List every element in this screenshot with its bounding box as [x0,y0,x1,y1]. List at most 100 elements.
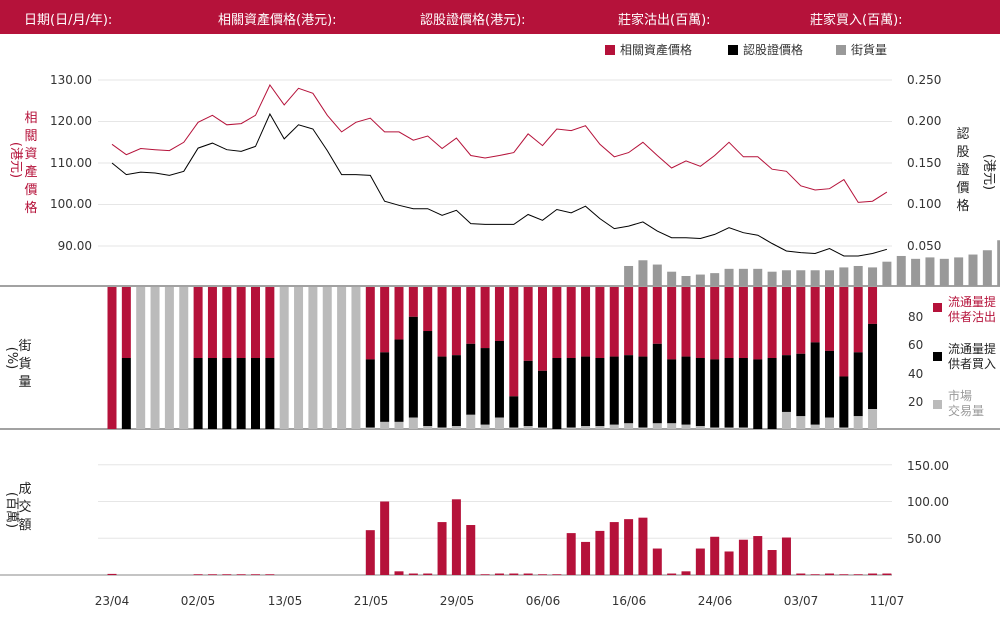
outstanding-bars [624,240,1000,286]
market-volume-bar [337,287,347,429]
lp-sell-bar [480,287,490,349]
lp-buy-bar [121,358,131,429]
right-tick-0100: 0.100 [907,197,941,211]
lp-sell-bar [581,287,591,357]
outstanding-bar [925,257,935,286]
left-mid-axis-title: 街 貨 量 (%) [4,339,32,390]
left-mid-unit: (%) [4,347,19,370]
turnover-bar [193,574,203,575]
lp-sell-bar [781,287,791,356]
market-volume-bar [868,409,878,429]
lp-buy-bar [667,359,677,424]
market-volume-bar [810,424,820,429]
left-bottom-axis-title: 成 交 額 (百萬) [4,482,32,533]
lp-sell-bar [652,287,662,344]
lp-sell-bar [753,287,763,360]
turnover-bar [738,539,748,575]
outstanding-bar [738,268,748,286]
turnover-bar [552,574,562,575]
lp-sell-bar [437,287,447,357]
bot-tick-100: 100.00 [907,495,949,509]
grid-bottom [98,464,892,539]
lp-buy-bar [480,348,490,425]
lp-sell-bar [538,287,547,371]
turnover-bar [882,573,892,575]
lp-buy-bar [638,356,648,428]
x-tick-1305: 13/05 [268,594,303,608]
market-volume-bar [408,417,418,429]
turnover-bar [408,573,418,575]
turnover-bar [781,537,791,575]
turnover-bar [609,522,619,575]
lp-buy-bar [868,323,878,410]
outstanding-bar [638,260,648,286]
turnover-bar [796,573,806,575]
turnover-bar [695,548,705,575]
left-top-unit: (港元) [8,142,23,178]
legend-warrant-swatch [728,45,738,55]
left-tick-130: 130.00 [50,73,92,87]
outstanding-bar [796,270,806,286]
lp-sell-bar [523,287,533,361]
right-ticks-top: 0.250 0.200 0.150 0.100 0.050 [907,73,941,253]
lp-buy-bar [538,370,547,428]
lp-buy-bar [394,339,404,422]
market-volume-bar [451,426,461,429]
legend-market-line1: 市場 [948,388,972,403]
header-warrant-price-label: 認股證價格(港元): [420,13,526,28]
turnover-bar [810,574,820,575]
lp-sell-bar [423,287,433,332]
turnover-bar [107,573,117,575]
lp-sell-bar [251,287,260,358]
market-volume-bar [279,287,289,429]
header-date-label: 日期(日/月/年): [24,13,113,28]
outstanding-bar [839,267,849,286]
turnover-bar [681,571,691,575]
outstanding-bar [767,271,777,286]
left-mid-title-char: 街 [18,339,31,354]
market-volume-bar [581,426,591,429]
x-tick-2905: 29/05 [440,594,475,608]
market-volume-bar [825,417,834,429]
outstanding-bar [997,240,1000,286]
right-top-title-char: 股 [956,145,969,160]
market-volume-bar [624,423,634,429]
lp-sell-bar [695,287,705,358]
lp-buy-bar [652,343,662,424]
outstanding-bar [810,270,820,286]
legend-warrant-label: 認股證價格 [743,42,803,57]
turnover-bar [753,536,763,575]
outstanding-bar [939,258,949,286]
lp-buy-bar [810,342,820,425]
lp-sell-bar [566,287,576,358]
turnover-bar [236,574,246,575]
outstanding-bar [667,271,677,286]
x-tick-2304: 23/04 [95,594,130,608]
lp-sell-bar [810,287,820,343]
market-volume-bar [437,427,447,429]
lp-sell-bar [509,287,519,397]
lp-sell-bar [265,287,275,358]
lp-sell-bar [767,287,777,358]
lp-sell-bar [121,287,131,358]
grid-top [98,79,892,247]
lp-sell-bar [394,287,404,340]
x-ticks: 23/04 02/05 13/05 21/05 29/05 06/06 16/0… [95,594,905,608]
outstanding-bar [724,268,734,286]
lp-sell-bar [236,287,246,358]
market-volume-bar [595,426,605,429]
mid-tick-60: 60 [908,338,923,352]
market-volume-bar [365,427,375,429]
lp-buy-bar [207,358,217,429]
lp-sell-bar [710,287,720,360]
market-volume-bar [394,421,404,429]
legend-top: 相關資產價格 認股證價格 街貨量 [605,42,887,57]
turnover-bar [380,501,390,575]
warrant-price-line [111,112,888,257]
left-bot-title-char: 成 [18,482,31,497]
left-tick-100: 100.00 [50,197,92,211]
lp-sell-bar [839,287,849,377]
market-volume-bar [839,427,849,429]
market-volume-bar [796,416,806,429]
turnover-bar [437,522,447,575]
